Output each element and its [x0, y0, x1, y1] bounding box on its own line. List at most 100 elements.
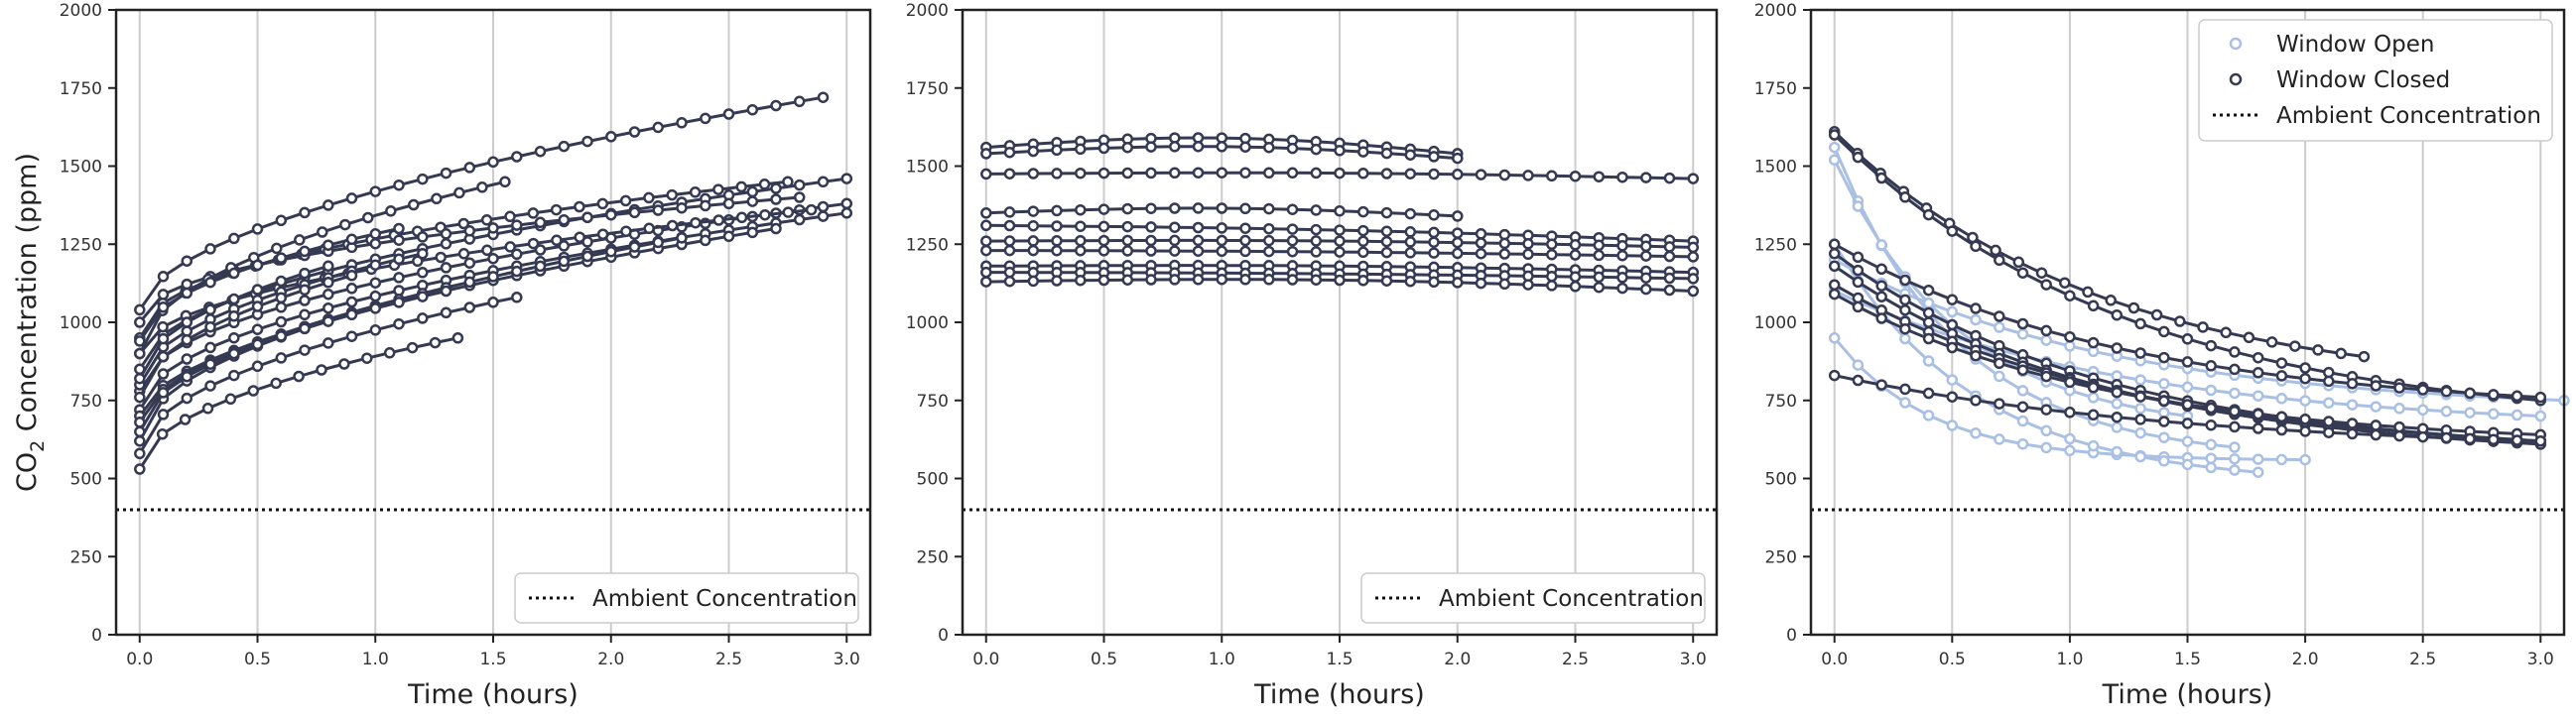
data-point	[2016, 317, 2029, 330]
data-point	[1334, 204, 1346, 217]
x-tick-label: 1.5	[2174, 650, 2201, 669]
data-point	[2134, 374, 2146, 386]
data-point	[2040, 404, 2052, 416]
data-point	[558, 255, 571, 268]
series-closed-17	[134, 260, 334, 385]
data-point	[1970, 313, 1982, 326]
data-point	[628, 206, 641, 219]
data-point	[782, 206, 795, 218]
data-point	[1404, 236, 1417, 248]
data-point	[251, 338, 264, 351]
data-point	[1946, 294, 1959, 305]
data-point	[134, 303, 146, 316]
data-point	[1286, 142, 1299, 155]
data-point	[1428, 151, 1440, 163]
data-point	[1404, 149, 1417, 161]
data-point	[369, 324, 382, 336]
data-point	[534, 216, 547, 229]
data-point	[700, 234, 711, 247]
data-point	[1286, 223, 1299, 235]
data-point	[134, 463, 146, 475]
data-point	[157, 289, 170, 300]
data-point	[1922, 284, 1935, 297]
data-point	[628, 241, 641, 253]
data-point	[817, 176, 830, 188]
data-point	[345, 270, 358, 282]
data-point	[228, 347, 240, 360]
data-point	[1404, 247, 1417, 259]
data-point	[2252, 453, 2264, 465]
x-tick-label: 1.0	[2056, 650, 2083, 669]
data-point	[2229, 420, 2241, 433]
data-point	[1003, 235, 1016, 247]
data-point	[393, 297, 405, 308]
data-point	[1452, 169, 1464, 180]
data-point	[1828, 247, 1841, 260]
data-point	[2511, 390, 2523, 403]
data-point	[1452, 210, 1464, 222]
data-point	[1075, 203, 1087, 216]
data-point	[1875, 172, 1887, 184]
data-point	[2265, 336, 2278, 348]
data-point	[499, 176, 511, 188]
data-point	[369, 185, 382, 197]
data-point	[1121, 167, 1134, 180]
data-point	[2323, 375, 2335, 388]
data-point	[463, 257, 476, 269]
data-point	[2393, 403, 2405, 415]
data-point	[2111, 445, 2124, 458]
legend-box	[514, 572, 859, 624]
data-point	[1216, 141, 1228, 153]
y-tick-label: 250	[70, 547, 102, 567]
data-point	[322, 277, 334, 289]
data-point	[1051, 168, 1063, 180]
data-point	[1687, 285, 1700, 298]
data-point	[1475, 228, 1487, 240]
data-point	[451, 332, 464, 344]
data-point	[1452, 227, 1464, 239]
y-tick-label: 1250	[60, 235, 102, 255]
data-point	[1216, 167, 1228, 179]
data-point	[596, 197, 609, 210]
data-point	[457, 217, 470, 230]
data-point	[251, 223, 264, 235]
data-point	[134, 434, 146, 447]
data-point	[2464, 432, 2476, 445]
legend-label: Window Closed	[2276, 67, 2450, 93]
x-tick-label: 2.5	[715, 650, 742, 669]
data-point	[481, 244, 493, 257]
data-point	[1994, 357, 2005, 370]
series-closed-13	[1828, 288, 2547, 441]
data-point	[1875, 280, 1887, 292]
data-point	[2312, 344, 2324, 356]
data-point	[369, 277, 382, 289]
data-point	[463, 225, 476, 237]
data-point	[228, 232, 240, 245]
data-point	[1310, 204, 1323, 216]
data-point	[1216, 273, 1228, 286]
data-point	[1404, 168, 1417, 180]
data-point	[1003, 275, 1016, 288]
data-point	[179, 414, 192, 425]
data-point	[1192, 140, 1205, 153]
data-point	[2016, 267, 2029, 279]
data-point	[1003, 146, 1016, 159]
data-point	[393, 234, 405, 246]
data-point	[504, 241, 516, 253]
data-point	[605, 208, 617, 221]
data-point	[980, 148, 992, 160]
data-point	[550, 203, 563, 216]
data-point	[1239, 202, 1251, 215]
data-point	[361, 352, 373, 364]
data-point	[551, 234, 563, 247]
x-tick-label: 0.0	[126, 650, 153, 669]
data-point	[393, 179, 405, 191]
data-point	[2035, 267, 2048, 279]
data-point	[1522, 238, 1534, 250]
data-point	[1922, 208, 1935, 221]
data-point	[1075, 244, 1087, 257]
data-point	[1970, 240, 1982, 253]
data-point	[2488, 433, 2500, 445]
data-point	[1192, 234, 1205, 247]
data-point	[345, 296, 358, 308]
